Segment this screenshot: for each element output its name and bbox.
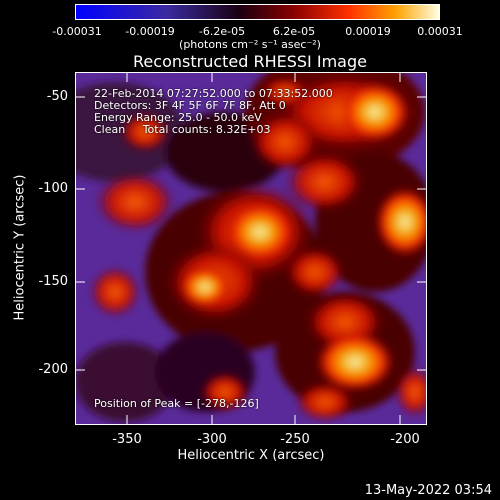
x-tick-label: -250 (280, 432, 310, 447)
x-tick-label: -200 (390, 432, 420, 447)
time-range-label: 22-Feb-2014 07:27:52.000 to 07:33:52.000 (94, 87, 333, 100)
colorbar (75, 4, 440, 20)
colorbar-tick-label: 0.00031 (417, 25, 463, 38)
peak-position-label: Position of Peak = [-278,-126] (94, 397, 259, 410)
x-tick-label: -350 (112, 432, 142, 447)
y-axis-title: Heliocentric Y (arcsec) (12, 174, 28, 321)
detectors-label: Detectors: 3F 4F 5F 6F 7F 8F, Att 0 (94, 99, 286, 112)
colorbar-tick-label: -6.2e-05 (198, 25, 246, 38)
colorbar-tick-label: -0.00031 (52, 25, 102, 38)
colorbar-tick-label: 0.00019 (345, 25, 391, 38)
colorbar-tick-label: 6.2e-05 (272, 25, 316, 38)
x-axis-title: Heliocentric X (arcsec) (177, 448, 325, 463)
y-tick-label: -150 (38, 274, 68, 289)
y-tick-label: -50 (46, 89, 68, 104)
x-tick-label: -300 (197, 432, 227, 447)
colorbar-units: (photons cm⁻² s⁻¹ asec⁻²) (179, 38, 321, 51)
rhessi-image (75, 72, 427, 425)
y-tick-label: -200 (38, 362, 68, 377)
energy-range-label: Energy Range: 25.0 - 50.0 keV (94, 111, 262, 124)
clean-counts-label: Clean Total counts: 8.32E+03 (94, 123, 271, 136)
y-tick-label: -100 (38, 181, 68, 196)
colorbar-tick-label: -0.00019 (125, 25, 175, 38)
plot-title: Reconstructed RHESSI Image (133, 52, 367, 71)
timestamp-footer: 13-May-2022 03:54 (364, 483, 492, 498)
